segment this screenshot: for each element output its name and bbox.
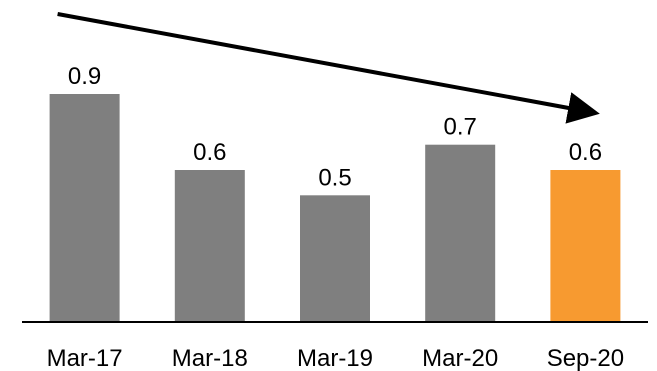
- x-axis-tick-labels: Mar-17 Mar-18 Mar-19 Mar-20 Sep-20: [47, 345, 625, 371]
- data-label-mar-18: 0.6: [193, 139, 226, 166]
- data-label-mar-19: 0.5: [318, 164, 351, 191]
- x-tick-mar-18: Mar-18: [172, 345, 248, 371]
- bar-mar-18: [174, 170, 245, 322]
- bar-sep-20: [550, 170, 621, 322]
- data-label-sep-20: 0.6: [569, 139, 602, 166]
- bar-series: [49, 94, 621, 322]
- x-tick-sep-20: Sep-20: [547, 345, 624, 371]
- bar-mar-19: [300, 195, 370, 322]
- trend-arrow: [57, 12, 600, 124]
- x-tick-mar-17: Mar-17: [47, 345, 123, 371]
- data-label-mar-17: 0.9: [68, 63, 101, 90]
- x-tick-mar-20: Mar-20: [422, 345, 498, 371]
- data-label-mar-20: 0.7: [444, 114, 477, 141]
- bar-mar-20: [425, 144, 496, 322]
- x-tick-mar-19: Mar-19: [297, 345, 373, 371]
- bar-mar-17: [49, 94, 120, 322]
- data-labels: 0.9 0.6 0.5 0.7 0.6: [68, 63, 602, 191]
